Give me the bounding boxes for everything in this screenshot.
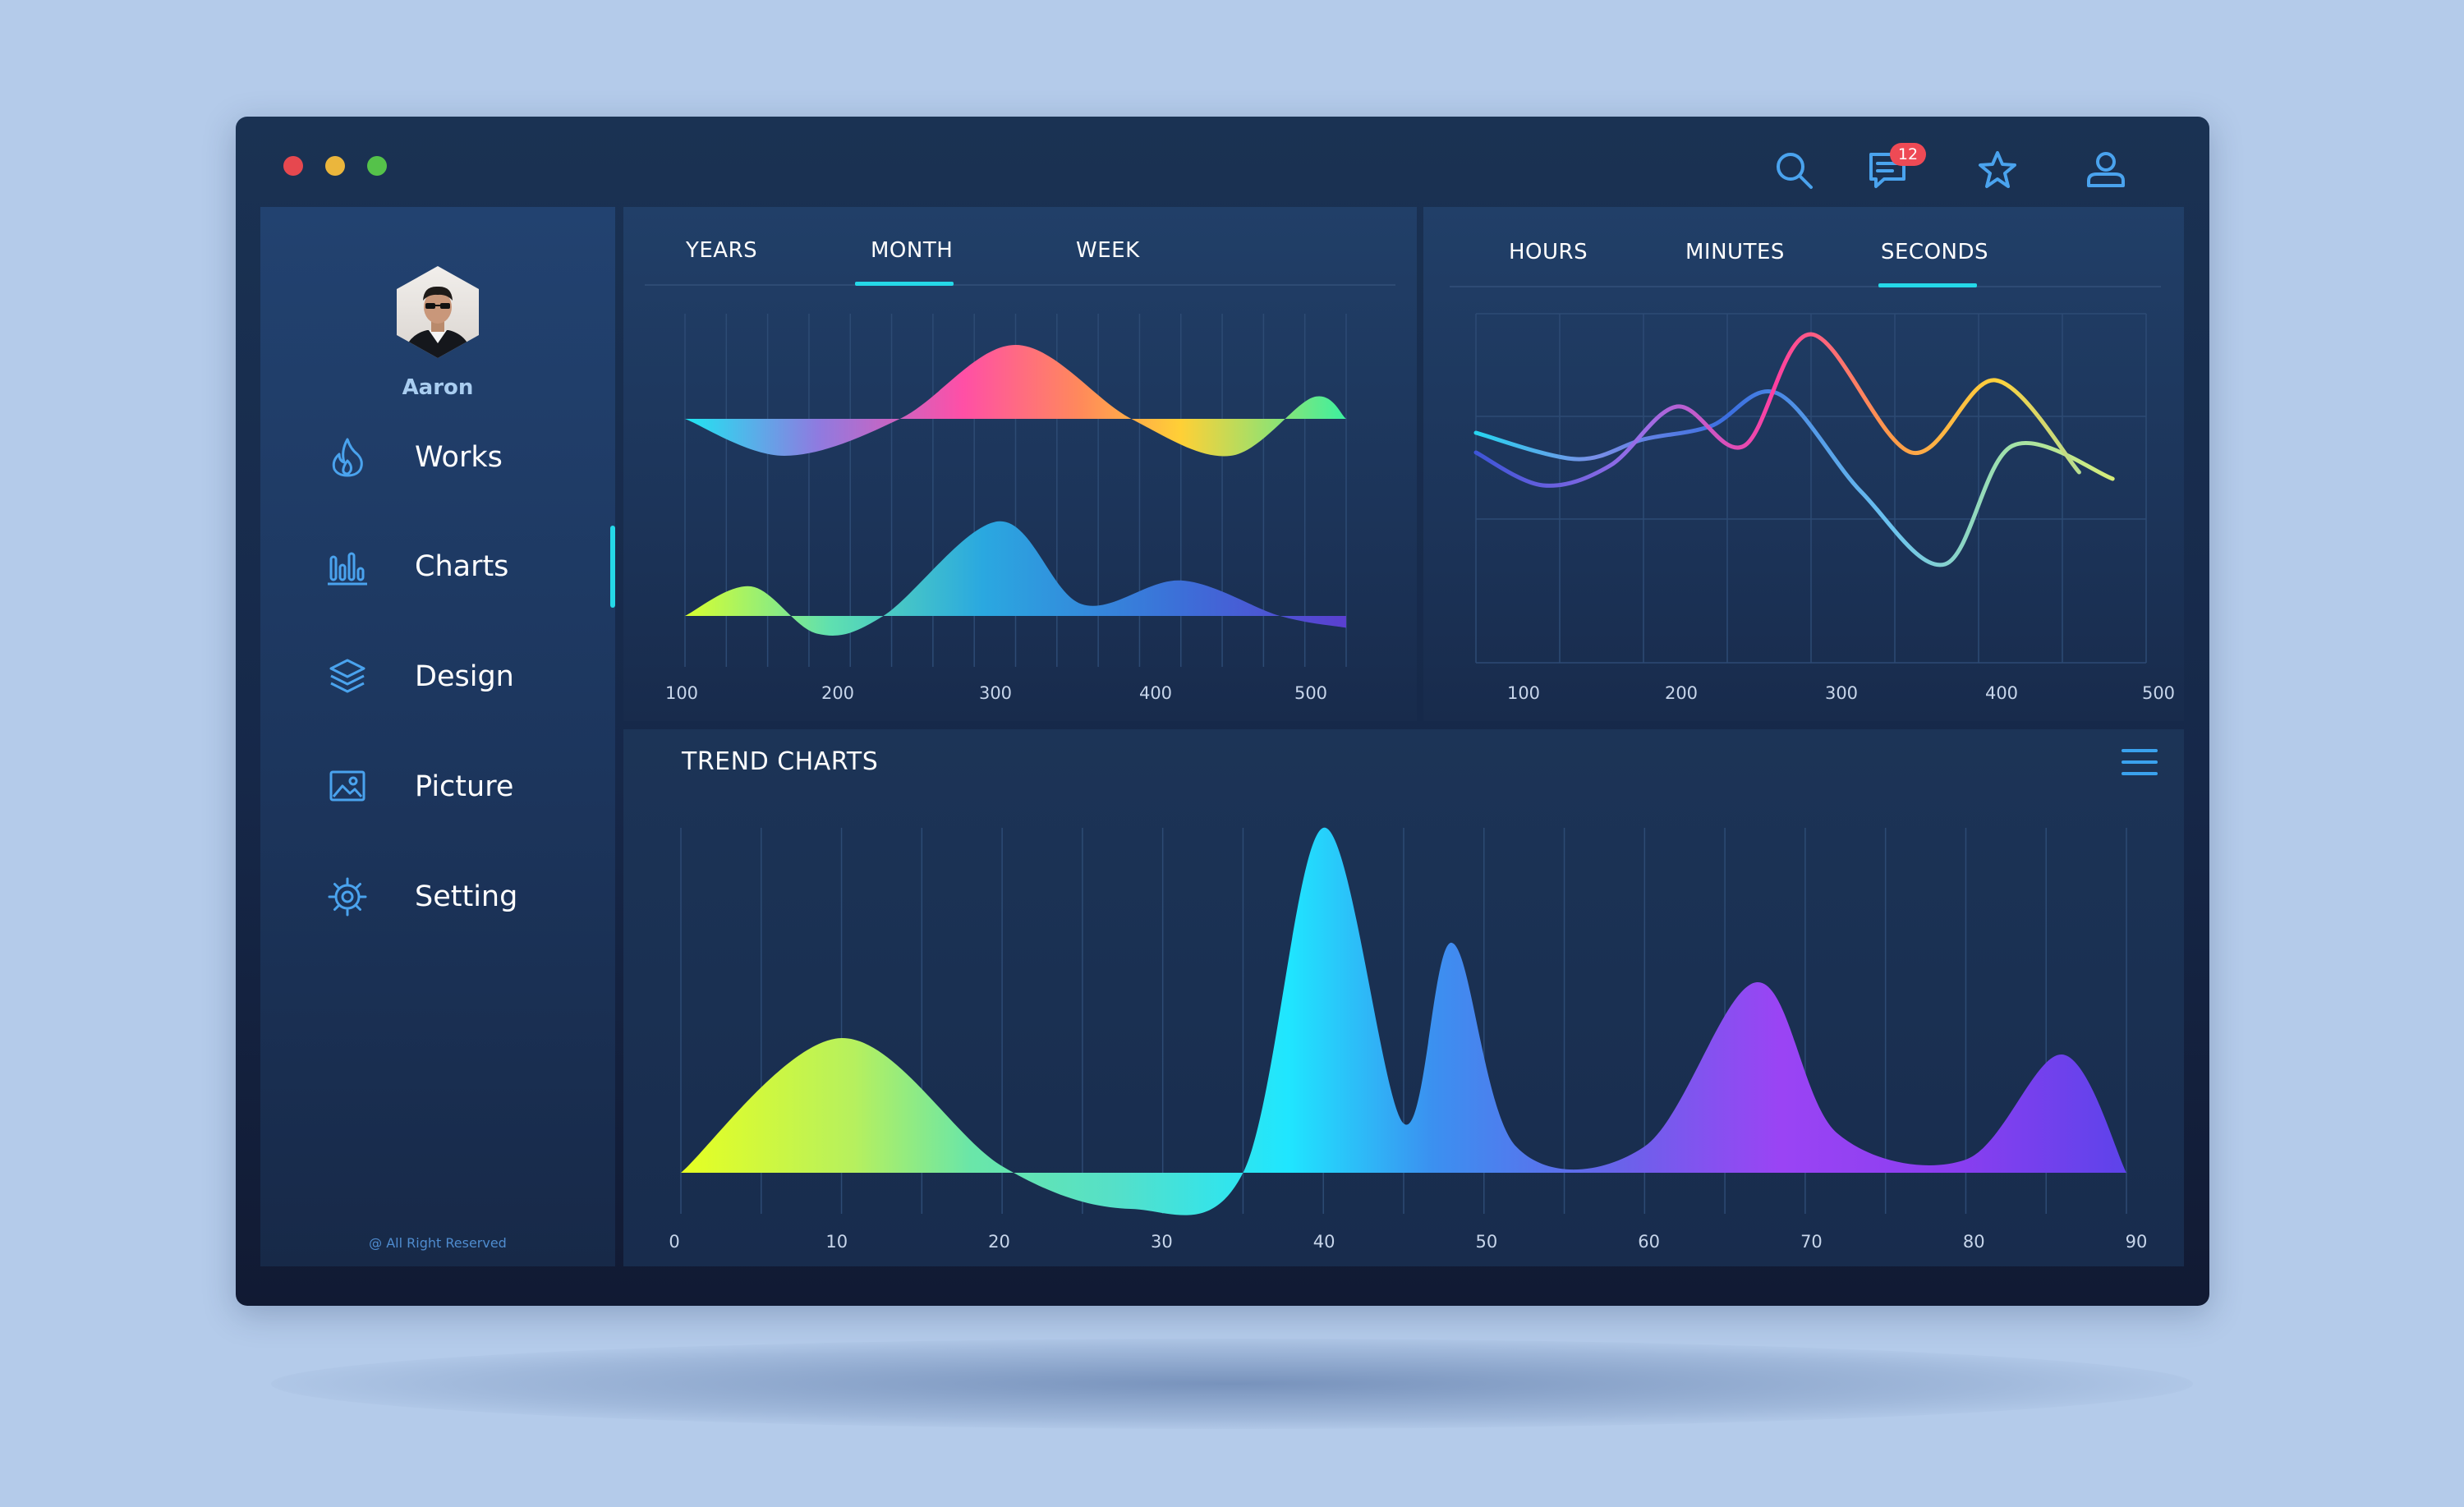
x-tick-label: 400 <box>1138 683 1173 703</box>
window-close-button[interactable] <box>283 156 303 176</box>
app-window: 12 <box>236 117 2209 1306</box>
wave-chart <box>684 314 1347 667</box>
window-shadow <box>271 1339 2193 1429</box>
tab-years[interactable]: YEARS <box>686 238 758 263</box>
sidebar: Aaron Works Charts <box>260 207 615 1266</box>
sidebar-item-label: Works <box>415 441 503 474</box>
x-tick-label: 80 <box>1962 1232 1985 1252</box>
tab-week[interactable]: WEEK <box>1076 238 1140 263</box>
trend-chart <box>680 827 2127 1215</box>
active-tab-underline <box>1878 283 1977 287</box>
sidebar-item-label: Picture <box>415 770 514 803</box>
x-tick-label: 300 <box>978 683 1013 703</box>
window-maximize-button[interactable] <box>367 156 387 176</box>
line-chart-panel: HOURS MINUTES SECONDS 100 <box>1423 207 2184 721</box>
tab-seconds[interactable]: SECONDS <box>1881 240 1989 264</box>
avatar[interactable] <box>394 264 481 360</box>
x-tick-label: 200 <box>1664 683 1699 703</box>
x-tick-label: 20 <box>988 1232 1010 1252</box>
hamburger-menu-icon[interactable] <box>2120 742 2159 782</box>
sidebar-item-label: Charts <box>415 550 509 583</box>
line-chart <box>1473 313 2147 664</box>
tab-month[interactable]: MONTH <box>871 238 954 263</box>
series-line-1 <box>1473 389 2115 567</box>
star-icon[interactable] <box>1969 141 2026 199</box>
x-tick-label: 300 <box>1824 683 1859 703</box>
tabs-divider <box>645 284 1395 286</box>
gear-icon <box>326 875 369 918</box>
x-tick-label: 60 <box>1638 1232 1661 1252</box>
sidebar-item-label: Setting <box>415 880 518 913</box>
sidebar-item-setting[interactable]: Setting <box>260 856 615 938</box>
sidebar-item-design[interactable]: Design <box>260 636 615 718</box>
sidebar-item-charts[interactable]: Charts <box>260 526 615 608</box>
messages-icon[interactable]: 12 <box>1860 141 1926 199</box>
flame-icon <box>326 436 369 479</box>
sidebar-item-picture[interactable]: Picture <box>260 746 615 828</box>
x-tick-label: 30 <box>1150 1232 1173 1252</box>
x-tick-label: 50 <box>1475 1232 1498 1252</box>
x-tick-label: 100 <box>664 683 699 703</box>
x-tick-label: 0 <box>669 1232 680 1252</box>
x-tick-label: 500 <box>1294 683 1328 703</box>
sidebar-item-works[interactable]: Works <box>260 416 615 499</box>
wave-chart-panel: YEARS MONTH WEEK 100 200 <box>623 207 1417 721</box>
sidebar-item-label: Design <box>415 660 514 693</box>
trend-chart-title: TREND CHARTS <box>682 747 879 776</box>
copyright-footer: @ All Right Reserved <box>369 1235 507 1251</box>
series-trend <box>681 827 2126 1215</box>
layers-icon <box>326 655 369 698</box>
x-tick-label: 70 <box>1800 1232 1823 1252</box>
x-tick-label: 200 <box>821 683 855 703</box>
x-tick-label: 400 <box>1984 683 2019 703</box>
x-tick-label: 500 <box>2141 683 2176 703</box>
window-minimize-button[interactable] <box>325 156 345 176</box>
picture-icon <box>326 765 369 808</box>
x-tick-label: 90 <box>2125 1232 2148 1252</box>
user-icon[interactable] <box>2077 141 2135 199</box>
x-tick-label: 10 <box>825 1232 848 1252</box>
notification-badge: 12 <box>1890 143 1926 166</box>
tabs-divider <box>1450 286 2161 287</box>
active-tab-underline <box>855 282 954 286</box>
search-icon[interactable] <box>1765 141 1823 199</box>
trend-chart-panel: TREND CHARTS 0 10 20 30 40 50 60 70 80 90 <box>623 729 2184 1266</box>
bar-chart-icon <box>326 545 369 588</box>
active-indicator <box>610 526 615 608</box>
x-tick-label: 40 <box>1312 1232 1335 1252</box>
tab-hours[interactable]: HOURS <box>1509 240 1588 264</box>
chart-grid <box>1475 313 2147 664</box>
user-name: Aaron <box>402 375 474 400</box>
tab-minutes[interactable]: MINUTES <box>1685 240 1785 264</box>
series-wave-top <box>685 345 1346 457</box>
series-line-2 <box>1473 332 2081 488</box>
x-tick-label: 100 <box>1506 683 1541 703</box>
series-wave-bottom <box>685 521 1346 636</box>
